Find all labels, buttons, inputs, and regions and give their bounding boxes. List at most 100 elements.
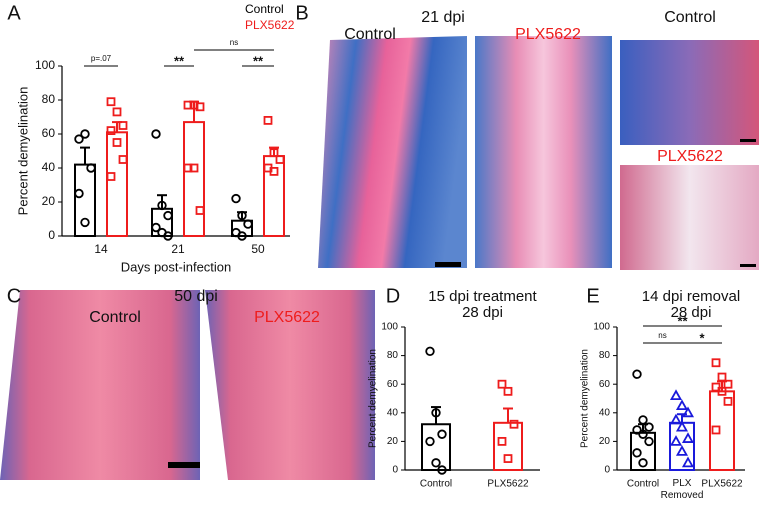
y-tick-label: 100 bbox=[593, 322, 610, 333]
data-point bbox=[509, 419, 519, 429]
data-point bbox=[195, 102, 205, 112]
y-axis-label: Percent demyelination bbox=[368, 349, 379, 448]
y-tick-label: 100 bbox=[35, 58, 55, 72]
data-point bbox=[231, 193, 241, 204]
data-point bbox=[163, 210, 173, 221]
data-point bbox=[681, 456, 695, 468]
chart-title: 15 dpi treatment bbox=[428, 288, 537, 305]
data-point bbox=[86, 163, 96, 173]
data-point bbox=[237, 231, 247, 241]
data-point bbox=[675, 399, 689, 411]
y-tick-label: 40 bbox=[599, 407, 611, 418]
y-tick-label: 60 bbox=[387, 379, 399, 390]
data-point bbox=[163, 231, 173, 241]
y-tick-label: 20 bbox=[599, 436, 611, 447]
y-tick-label: 20 bbox=[387, 436, 399, 447]
panel-letter: B bbox=[295, 2, 308, 24]
x-tick-label: PLX5622 bbox=[487, 479, 529, 490]
panel-letter: A bbox=[7, 2, 21, 24]
image-label: Control bbox=[344, 26, 396, 43]
y-tick-label: 80 bbox=[387, 350, 399, 361]
x-tick-label: Control bbox=[420, 479, 452, 490]
y-tick-label: 60 bbox=[599, 379, 611, 390]
significance-label: p=.07 bbox=[91, 54, 112, 63]
bar bbox=[709, 390, 735, 472]
data-point bbox=[195, 206, 205, 215]
data-point bbox=[263, 116, 273, 125]
data-point bbox=[106, 126, 116, 135]
data-point bbox=[681, 432, 695, 443]
data-point bbox=[74, 188, 84, 199]
significance-label: ** bbox=[253, 53, 264, 68]
image-label: PLX5622 bbox=[657, 148, 723, 165]
data-point bbox=[151, 222, 161, 233]
image-title: 50 dpi bbox=[174, 288, 218, 305]
data-point bbox=[497, 436, 507, 446]
y-tick-label: 60 bbox=[42, 126, 56, 140]
x-tick-label: PLX5622 bbox=[701, 479, 743, 490]
histology-image bbox=[318, 36, 467, 268]
x-axis-label: Days post-infection bbox=[121, 259, 232, 274]
legend-label: PLX5622 bbox=[245, 18, 295, 32]
data-point bbox=[503, 454, 513, 463]
data-point bbox=[106, 97, 116, 107]
panel-letter: D bbox=[386, 285, 400, 307]
x-tick-label: 14 bbox=[94, 242, 108, 256]
data-point bbox=[118, 155, 128, 164]
data-point bbox=[431, 408, 441, 418]
y-tick-label: 40 bbox=[42, 160, 56, 174]
data-point bbox=[681, 406, 695, 418]
data-point bbox=[638, 429, 648, 439]
significance-label: ** bbox=[677, 313, 688, 328]
image-label: Control bbox=[89, 309, 141, 326]
data-point bbox=[269, 166, 279, 176]
data-point bbox=[183, 100, 193, 110]
data-point bbox=[644, 436, 654, 447]
y-tick-label: 0 bbox=[392, 465, 398, 476]
data-point bbox=[183, 163, 193, 173]
data-point bbox=[723, 379, 733, 389]
scale-bar bbox=[740, 264, 756, 267]
scale-bar bbox=[168, 462, 200, 468]
y-tick-label: 80 bbox=[42, 92, 56, 106]
data-point bbox=[189, 163, 199, 173]
data-point bbox=[437, 429, 447, 439]
data-point bbox=[437, 465, 447, 475]
data-point bbox=[717, 386, 727, 396]
significance-label: * bbox=[699, 330, 705, 345]
legend-label: Control bbox=[245, 2, 284, 16]
chart-title: 14 dpi removal bbox=[642, 288, 740, 305]
data-point bbox=[112, 107, 122, 117]
data-point bbox=[669, 435, 683, 446]
data-point bbox=[644, 422, 654, 432]
data-point bbox=[497, 379, 507, 389]
x-tick-label: 50 bbox=[251, 242, 265, 256]
data-point bbox=[669, 389, 683, 401]
data-point bbox=[632, 448, 642, 458]
scale-bar bbox=[435, 262, 461, 267]
x-tick-label: Control bbox=[627, 479, 659, 490]
data-point bbox=[503, 386, 513, 396]
data-point bbox=[675, 445, 689, 456]
data-point bbox=[118, 121, 128, 130]
y-tick-label: 80 bbox=[599, 350, 611, 361]
histology-inset bbox=[620, 165, 759, 270]
y-tick-label: 100 bbox=[381, 322, 398, 333]
data-point bbox=[112, 138, 122, 147]
data-point bbox=[189, 100, 199, 110]
data-point bbox=[675, 420, 689, 432]
data-point bbox=[157, 200, 167, 211]
data-point bbox=[632, 425, 642, 435]
data-point bbox=[711, 358, 721, 368]
data-point bbox=[237, 210, 247, 221]
bar bbox=[183, 121, 205, 237]
data-point bbox=[711, 425, 721, 435]
image-label: Control bbox=[664, 9, 716, 26]
histology-image bbox=[205, 290, 375, 480]
significance-label: ** bbox=[174, 53, 185, 68]
scale-bar bbox=[740, 139, 756, 142]
data-point bbox=[632, 369, 642, 379]
data-point bbox=[275, 155, 285, 164]
